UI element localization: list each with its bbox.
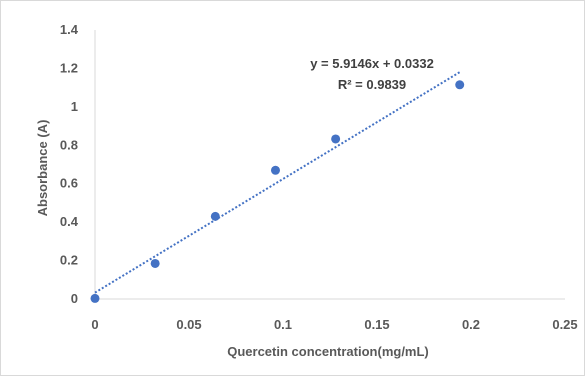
- x-axis-title: Quercetin concentration(mg/mL): [227, 344, 429, 359]
- x-tick-label: 0.1: [274, 317, 292, 332]
- y-tick-label: 0.4: [60, 214, 79, 229]
- y-tick-label: 1.4: [60, 22, 79, 37]
- y-tick-labels: 0 0.2 0.4 0.6 0.8 1 1.2 1.4: [60, 22, 79, 306]
- data-point: [270, 165, 280, 175]
- y-tick-label: 0.8: [60, 137, 78, 152]
- y-tick-label: 0: [71, 291, 78, 306]
- data-point: [150, 258, 160, 268]
- x-tick-label: 0.05: [176, 317, 201, 332]
- data-point: [90, 293, 100, 303]
- data-point: [210, 211, 220, 221]
- data-point: [455, 80, 465, 90]
- y-tick-label: 1: [71, 99, 78, 114]
- axes: [94, 30, 565, 300]
- x-tick-labels: 0 0.05 0.1 0.15 0.2 0.25: [91, 317, 577, 332]
- data-point: [331, 134, 341, 144]
- trendline-equation: y = 5.9146x + 0.0332: [310, 56, 434, 71]
- data-points: [90, 80, 465, 303]
- trendline: [94, 71, 461, 294]
- y-tick-label: 0.2: [60, 253, 78, 268]
- y-tick-label: 1.2: [60, 60, 78, 75]
- trendline-path: [94, 71, 461, 294]
- trendline-r-squared: R² = 0.9839: [338, 77, 406, 92]
- y-tick-label: 0.6: [60, 176, 78, 191]
- y-axis-title: Absorbance (A): [35, 120, 50, 217]
- x-tick-label: 0.15: [364, 317, 389, 332]
- x-tick-label: 0: [91, 317, 98, 332]
- x-tick-label: 0.25: [552, 317, 577, 332]
- x-tick-label: 0.2: [462, 317, 480, 332]
